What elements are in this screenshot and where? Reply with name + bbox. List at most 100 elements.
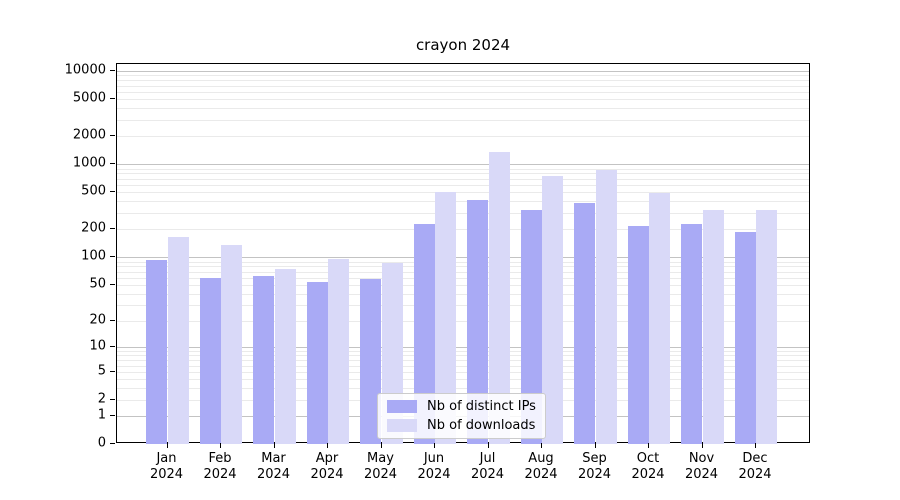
legend-row: Nb of distinct IPs: [387, 399, 536, 414]
y-tick-label: 10: [89, 338, 106, 354]
x-tick-mark: [648, 443, 649, 448]
bar-ips-mar: [253, 276, 275, 444]
gridline-minor: [117, 277, 809, 279]
bar-downloads-mar: [274, 268, 296, 444]
gridline-minor: [117, 99, 809, 101]
x-tick-label-aug: Aug 2024: [524, 451, 558, 482]
x-tick-mark: [273, 443, 275, 448]
gridline-minor: [117, 119, 809, 121]
bar-downloads-jan: [167, 236, 189, 444]
gridline-minor: [117, 136, 809, 138]
x-tick-mark: [380, 443, 382, 448]
bar-downloads-sep: [595, 170, 617, 444]
gridline-minor: [117, 201, 809, 203]
gridline-minor: [117, 192, 809, 194]
y-tick-label: 20: [89, 312, 106, 328]
bar-downloads-feb: [221, 245, 243, 444]
gridline-minor: [117, 80, 809, 82]
gridline-minor: [117, 320, 809, 322]
y-tick-label: 50: [89, 276, 106, 292]
legend: Nb of distinct IPs Nb of downloads: [377, 393, 546, 439]
y-tick-mark: [110, 319, 115, 321]
bar-ips-may: [360, 279, 382, 444]
gridline-minor: [117, 351, 809, 352]
y-tick-mark: [110, 256, 115, 258]
gridline-minor: [117, 75, 809, 77]
y-tick-label: 500: [81, 183, 106, 199]
bar-ips-jun: [413, 223, 435, 444]
y-tick-mark: [110, 228, 115, 230]
gridline-minor: [117, 285, 809, 286]
bar-downloads-jun: [435, 191, 457, 444]
y-tick-mark: [110, 398, 115, 400]
gridline-minor: [117, 379, 809, 381]
gridline-minor: [117, 355, 809, 357]
x-tick-mark: [541, 443, 542, 448]
bar-ips-oct: [627, 226, 649, 444]
x-tick-label-oct: Oct 2024: [631, 451, 665, 482]
bar-ips-apr: [306, 281, 328, 444]
legend-label: Nb of distinct IPs: [427, 399, 536, 414]
gridline-minor: [117, 371, 809, 373]
gridline-minor: [117, 213, 809, 214]
gridline-minor: [117, 85, 809, 87]
bar-downloads-dec: [756, 210, 778, 444]
gridline-minor: [117, 365, 809, 367]
y-tick-label: 200: [81, 220, 106, 236]
x-tick-mark: [594, 443, 596, 448]
gridline-minor: [117, 178, 809, 180]
x-tick-mark: [755, 443, 756, 448]
y-tick-mark: [110, 135, 115, 137]
gridline-minor: [117, 305, 809, 307]
gridline-minor: [117, 266, 809, 268]
bar-downloads-jul: [488, 152, 510, 444]
x-tick-mark: [220, 443, 221, 448]
x-tick-label-nov: Nov 2024: [684, 451, 719, 482]
x-tick-label-jul: Jul 2024: [470, 451, 505, 482]
x-tick-label-sep: Sep 2024: [577, 451, 612, 482]
x-tick-label-mar: Mar 2024: [256, 451, 291, 482]
gridline-minor: [117, 388, 809, 390]
plot-area: [116, 63, 810, 444]
y-tick-label: 0: [97, 435, 106, 451]
gridline-minor: [117, 293, 809, 295]
x-tick-label-jan: Jan 2024: [149, 451, 184, 482]
gridline-minor: [117, 229, 809, 231]
bar-ips-sep: [574, 202, 596, 444]
gridline-minor: [117, 261, 809, 263]
bar-downloads-oct: [649, 193, 671, 444]
x-tick-label-apr: Apr 2024: [310, 451, 344, 482]
gridline-minor: [117, 173, 809, 175]
gridline-major: [117, 71, 809, 73]
bar-downloads-aug: [542, 175, 564, 444]
y-tick-label: 100: [81, 248, 106, 264]
gridline-minor: [117, 168, 809, 170]
x-tick-mark: [434, 443, 435, 448]
bar-ips-jul: [467, 199, 489, 444]
x-tick-mark: [487, 443, 489, 448]
gridline-major: [117, 347, 809, 349]
y-tick-mark: [110, 443, 115, 445]
y-tick-label: 5: [97, 363, 106, 379]
y-tick-mark: [110, 370, 115, 372]
x-tick-mark: [327, 443, 328, 448]
bar-ips-nov: [681, 224, 703, 444]
y-tick-label: 5000: [72, 90, 106, 106]
chart-title: crayon 2024: [415, 36, 511, 54]
x-tick-label-may: May 2024: [363, 451, 398, 482]
bar-ips-feb: [199, 278, 221, 444]
legend-swatch-downloads: [387, 419, 417, 432]
gridline-minor: [117, 185, 809, 186]
bar-downloads-nov: [702, 210, 724, 444]
y-tick-mark: [110, 346, 115, 348]
legend-row: Nb of downloads: [387, 418, 536, 433]
gridline-major: [117, 164, 809, 166]
y-tick-label: 1: [97, 407, 106, 423]
y-tick-mark: [110, 98, 115, 100]
bar-downloads-apr: [328, 258, 350, 444]
gridline-major: [117, 257, 809, 259]
bar-ips-aug: [520, 209, 542, 444]
y-tick-mark: [110, 163, 115, 165]
y-tick-label: 2000: [72, 127, 106, 143]
x-tick-label-feb: Feb 2024: [203, 451, 237, 482]
